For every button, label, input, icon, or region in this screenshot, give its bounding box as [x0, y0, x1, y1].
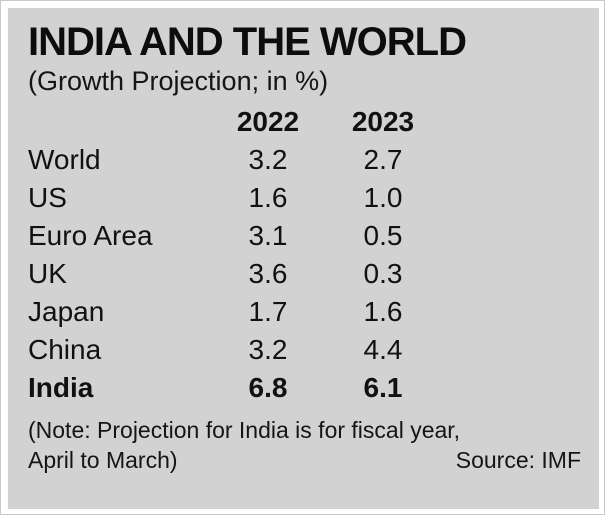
- row-label-world: World: [28, 144, 101, 175]
- row-japan-2022: 1.7: [248, 296, 288, 327]
- row-euro-area-2023: 0.5: [363, 220, 403, 251]
- source-label: Source: IMF: [455, 447, 581, 473]
- row-us-2023: 1.0: [363, 182, 403, 213]
- row-china-2022: 3.2: [248, 334, 288, 365]
- footer-row: April to March) Source: IMF: [28, 445, 581, 475]
- infographic-panel: INDIA AND THE WORLD (Growth Projection; …: [8, 8, 599, 509]
- header-empty-cell: [28, 103, 213, 141]
- column-header-2022: 2022: [236, 106, 300, 137]
- row-us-2022: 1.6: [248, 182, 288, 213]
- row-japan-2023: 1.6: [363, 296, 403, 327]
- subtitle: (Growth Projection; in %): [28, 66, 329, 96]
- row-label-us: US: [28, 182, 67, 213]
- row-label-china: China: [28, 334, 102, 365]
- row-india-2022: 6.8: [248, 372, 288, 403]
- column-header-2023: 2023: [351, 106, 415, 137]
- page-title: INDIA AND THE WORLD: [28, 20, 467, 64]
- row-label-euro-area: Euro Area: [28, 220, 153, 251]
- row-euro-area-2022: 3.1: [248, 220, 288, 251]
- footnote-line-1: (Note: Projection for India is for fisca…: [28, 417, 461, 443]
- row-label-uk: UK: [28, 258, 67, 289]
- row-uk-2022: 3.6: [248, 258, 288, 289]
- row-world-2023: 2.7: [363, 144, 403, 175]
- footnote-line-2: April to March): [28, 447, 178, 473]
- row-label-india: India: [28, 372, 94, 403]
- row-uk-2023: 0.3: [363, 258, 403, 289]
- growth-projection-table: 2022 2023 World 3.2 2.7 US 1.6 1.0 Euro …: [28, 103, 581, 407]
- row-india-2023: 6.1: [363, 372, 403, 403]
- row-label-japan: Japan: [28, 296, 105, 327]
- row-china-2023: 4.4: [363, 334, 403, 365]
- row-world-2022: 3.2: [248, 144, 288, 175]
